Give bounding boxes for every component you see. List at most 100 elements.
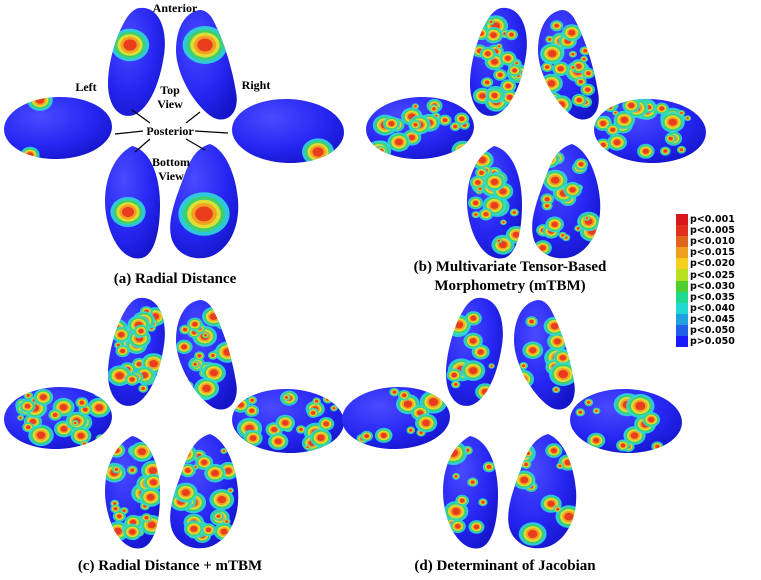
significance-spot	[490, 202, 499, 209]
significance-spot	[202, 384, 211, 392]
significance-spot	[395, 138, 403, 146]
significance-spot	[459, 116, 465, 122]
legend-row: p<0.040	[676, 302, 760, 314]
legend-swatch	[676, 302, 688, 314]
significance-spot	[470, 480, 475, 484]
significance-spot	[613, 139, 621, 146]
significance-spot	[518, 449, 528, 458]
significance-spot	[311, 411, 316, 415]
significance-spot	[123, 39, 137, 51]
significance-spot	[181, 445, 191, 454]
significance-spot	[451, 372, 457, 378]
top-right-surface	[176, 10, 237, 120]
legend-swatch	[676, 313, 688, 325]
significance-spot	[115, 372, 124, 380]
significance-spot	[479, 170, 484, 175]
significance-spot	[19, 416, 22, 419]
significance-spot	[29, 418, 36, 425]
caption-a: (a) Radial Distance	[113, 271, 237, 287]
significance-spot	[315, 399, 319, 403]
significance-spot	[591, 157, 596, 161]
significance-spot	[217, 496, 227, 504]
significance-spot	[481, 500, 485, 504]
top-right-surface	[514, 300, 575, 410]
significance-spot	[578, 80, 583, 84]
significance-spot	[409, 428, 413, 432]
legend-label: p<0.010	[690, 236, 735, 248]
significance-spot	[668, 118, 677, 126]
legend-swatch	[676, 258, 688, 270]
significance-spot	[524, 462, 528, 467]
significance-spot	[428, 398, 439, 406]
significance-spot	[379, 148, 384, 153]
significance-spot	[229, 489, 232, 492]
significance-spot	[219, 309, 231, 320]
significance-spot	[478, 187, 482, 190]
significance-spot	[585, 87, 591, 92]
significance-spot	[520, 476, 529, 484]
significance-spot	[271, 427, 278, 433]
significance-spot	[82, 407, 88, 412]
caption-b-line1: (b) Multivariate Tensor-Based	[413, 259, 607, 275]
right-label: Right	[241, 78, 271, 92]
legend-row: p<0.030	[676, 280, 760, 292]
significance-spot	[470, 315, 477, 321]
legend-label: p>0.050	[690, 336, 735, 348]
significance-spot	[224, 324, 230, 329]
significance-spot	[454, 475, 458, 478]
significance-spot	[216, 306, 235, 323]
significance-spot	[220, 528, 228, 535]
significance-spot	[451, 507, 461, 516]
significance-spot	[114, 468, 119, 471]
significance-spot	[581, 26, 591, 35]
significance-spot	[600, 120, 607, 126]
legend-row: p<0.001	[676, 214, 760, 226]
significance-spot	[485, 51, 491, 57]
significance-spot	[579, 25, 592, 36]
significance-spot	[118, 332, 125, 338]
significance-spot	[490, 178, 499, 186]
significance-spot	[184, 382, 192, 389]
significance-spot	[600, 142, 606, 148]
right-hemisphere-surface	[232, 98, 344, 165]
significance-spot	[473, 524, 480, 530]
significance-spot	[192, 321, 198, 327]
significance-spot	[655, 444, 660, 449]
top-right-surface	[538, 10, 599, 120]
left-hemisphere-surface	[342, 386, 450, 450]
significance-spot	[453, 124, 458, 129]
significance-spot	[224, 467, 232, 474]
legend-label: p<0.025	[690, 269, 735, 281]
significance-spot	[628, 102, 635, 108]
significance-spot	[299, 427, 303, 431]
legend-swatch	[676, 280, 688, 292]
significance-spot	[582, 27, 590, 34]
significance-spot	[539, 245, 546, 251]
significance-spot	[99, 437, 103, 441]
legend-label: p<0.030	[690, 280, 735, 292]
legend-label: p<0.015	[690, 247, 735, 259]
legend-label: p<0.035	[690, 291, 735, 303]
significance-spot	[284, 396, 288, 399]
significance-spot	[550, 448, 557, 454]
significance-spot	[186, 384, 191, 388]
significance-spot	[113, 447, 120, 453]
significance-spot	[211, 354, 215, 357]
significance-spot	[505, 83, 511, 89]
significance-spot	[224, 324, 230, 330]
significance-spot	[181, 446, 190, 453]
significance-spot	[571, 66, 575, 69]
significance-spot	[183, 327, 188, 332]
significance-spot	[614, 111, 617, 114]
significance-spot	[578, 410, 582, 414]
legend-row: p<0.010	[676, 236, 760, 248]
significance-spot	[568, 29, 576, 36]
significance-spot	[95, 388, 104, 396]
significance-spot	[557, 101, 565, 108]
significance-spot	[24, 403, 31, 409]
significance-spot	[559, 355, 566, 361]
significance-spot	[250, 398, 254, 402]
significance-spot	[209, 313, 218, 320]
significance-spot	[551, 176, 560, 184]
top-left-surface	[108, 7, 165, 116]
